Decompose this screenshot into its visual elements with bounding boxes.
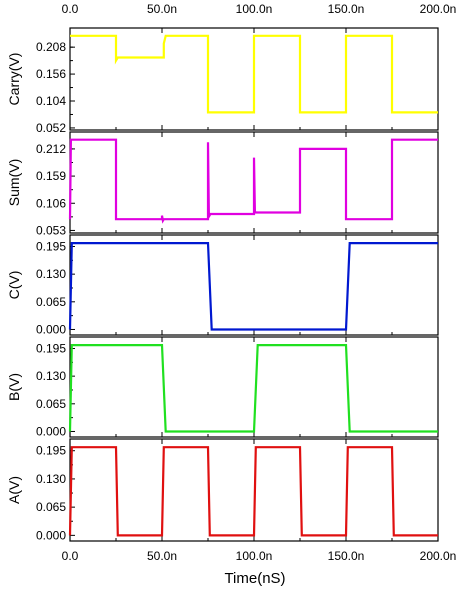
x-tick-label-top: 200.0n xyxy=(420,2,457,16)
y-tick-label: 0.156 xyxy=(36,67,66,81)
series-line-cv xyxy=(68,242,438,331)
y-tick-label: 0.065 xyxy=(36,397,66,411)
x-tick-label-bottom: 0.0 xyxy=(62,549,79,563)
y-tick-label: 0.130 xyxy=(36,369,66,383)
top-x-axis: 0.0 50.0n 100.0n 150.0n 200.0n xyxy=(62,2,457,16)
y-tick-label: 0.195 xyxy=(36,341,66,355)
y-tick-label: 0.212 xyxy=(36,142,66,156)
y-tick-label: 0.159 xyxy=(36,169,66,183)
x-axis-title: Time(nS) xyxy=(224,570,285,587)
x-tick-label-bottom: 50.0n xyxy=(147,549,177,563)
panels-layer: 0.0520.1040.1560.208Carry(V)0.0530.1060.… xyxy=(6,27,439,542)
y-tick-label: 0.000 xyxy=(36,528,66,542)
panel-frame xyxy=(69,234,439,336)
x-tick-label-top: 0.0 xyxy=(62,2,79,16)
y-tick-label: 0.130 xyxy=(36,472,66,486)
y-tick-label: 0.195 xyxy=(36,444,66,458)
panel-3: 0.000 0.065 0.130 0.195 C(V) xyxy=(6,234,439,336)
y-tick-label: 0.065 xyxy=(36,295,66,309)
y-tick-label: 0.208 xyxy=(36,40,66,54)
series-line-carryv xyxy=(70,34,438,114)
y-tick-label: 0.052 xyxy=(36,121,66,135)
series-line-sumv xyxy=(68,138,438,224)
y-tick-label: 0.000 xyxy=(36,424,66,438)
x-tick-label-top: 50.0n xyxy=(147,2,177,16)
y-axis-title: A(V) xyxy=(6,476,22,504)
panel-4: 0.000 0.065 0.130 0.195 B(V) xyxy=(6,336,439,438)
y-axis-title: Carry(V) xyxy=(6,53,22,106)
y-axis-title: C(V) xyxy=(6,271,22,300)
series-line-bv xyxy=(68,344,438,433)
y-tick-label: 0.195 xyxy=(36,239,66,253)
panel-1: 0.052 0.104 0.156 0.208 Carry(V) xyxy=(6,27,439,135)
y-tick-label: 0.053 xyxy=(36,223,66,237)
y-tick-label: 0.130 xyxy=(36,267,66,281)
x-tick-label-top: 150.0n xyxy=(328,2,365,16)
y-tick-label: 0.104 xyxy=(36,94,66,108)
bottom-x-axis: 0.0 50.0n 100.0n 150.0n 200.0n xyxy=(62,549,457,563)
panel-5: 0.000 0.065 0.130 0.195 A(V) xyxy=(6,438,439,542)
panel-2: 0.053 0.106 0.159 0.212 Sum(V) xyxy=(6,131,439,237)
x-tick-label-bottom: 150.0n xyxy=(328,549,365,563)
series-line-av xyxy=(68,446,438,537)
y-tick-label: 0.065 xyxy=(36,500,66,514)
y-axis-title: Sum(V) xyxy=(6,159,22,206)
x-tick-label-top: 100.0n xyxy=(236,2,273,16)
x-tick-label-bottom: 100.0n xyxy=(236,549,273,563)
y-axis-title: B(V) xyxy=(6,373,22,401)
y-tick-label: 0.000 xyxy=(36,322,66,336)
x-tick-label-bottom: 200.0n xyxy=(420,549,457,563)
y-tick-label: 0.106 xyxy=(36,196,66,210)
